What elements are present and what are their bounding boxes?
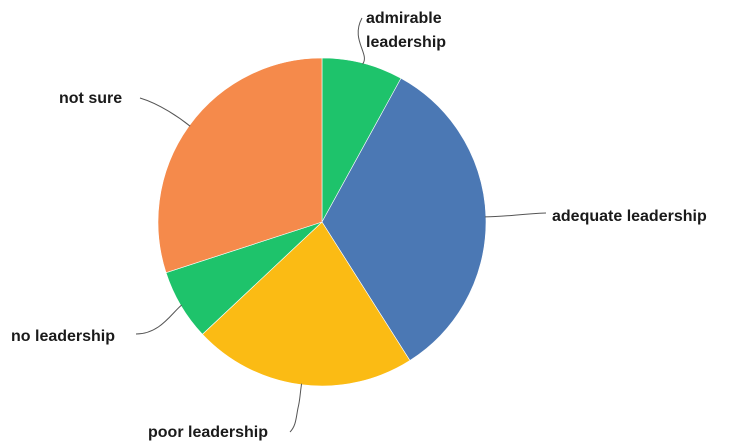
leader-line-not-sure <box>139 97 191 127</box>
pie-slices <box>157 57 487 387</box>
slice-label-poor-leadership: poor leadership <box>148 424 268 441</box>
slice-label-adequate-leadership: adequate leadership <box>552 208 707 225</box>
leader-line-admirable-leadership <box>357 17 365 65</box>
leader-line-no-leadership <box>135 304 183 335</box>
slice-label-admirable-leadership: admirable leadership <box>366 10 446 51</box>
label-leader-lines <box>135 17 547 433</box>
slice-label-not-sure: not sure <box>59 90 122 107</box>
slice-label-no-leadership: no leadership <box>11 328 115 345</box>
leader-line-adequate-leadership <box>484 212 547 218</box>
leader-line-poor-leadership <box>289 383 303 433</box>
